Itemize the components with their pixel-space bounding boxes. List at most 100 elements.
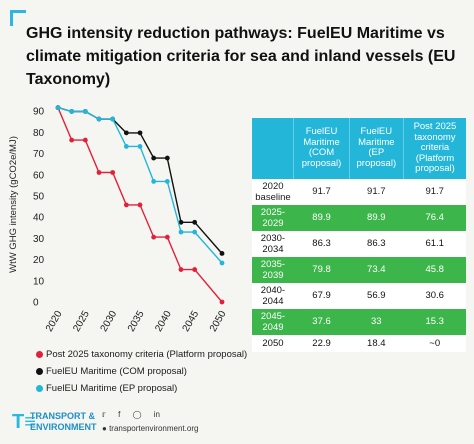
series-point-2 (55, 105, 61, 111)
legend-dot-blue (36, 385, 43, 392)
series-point-1 (178, 219, 184, 225)
series-line-1 (57, 106, 223, 254)
series-point-2 (110, 116, 116, 122)
legend-dot-red (36, 351, 43, 358)
series-point-2 (123, 144, 129, 149)
table-cell-ep: 56.9 (349, 282, 404, 309)
table-cell-period: 2035-2039 (252, 256, 294, 283)
table-header-period (252, 118, 294, 179)
table-row: 2050 22.9 18.4 ~0 (252, 334, 466, 352)
series-point-0 (164, 234, 170, 240)
table-cell-tax: 30.6 (403, 282, 466, 309)
twitter-icon[interactable]: 𝕣 (102, 410, 106, 419)
table-cell-ep: 33 (349, 308, 404, 335)
data-table: FuelEU Maritime (COM proposal) FuelEU Ma… (252, 118, 466, 352)
y-tick-label: 50 (33, 192, 45, 203)
y-tick-label: 30 (33, 234, 45, 245)
table-row: 2030-2034 86.3 86.3 61.1 (252, 230, 466, 257)
legend-dot-black (36, 368, 43, 375)
te-logo-icon: T≡ (12, 411, 36, 433)
website-text[interactable]: transportenvironment.org (109, 424, 199, 433)
y-tick-label: 90 (33, 107, 45, 118)
series-point-0 (82, 137, 88, 143)
x-tick-label: 2045 (181, 309, 202, 334)
table-cell-period: 2050 (252, 334, 294, 352)
x-tick-label: 2040 (153, 309, 174, 334)
table-header-com: FuelEU Maritime (COM proposal) (293, 118, 350, 179)
series-point-1 (164, 155, 170, 161)
table-cell-period: 2020 baseline (252, 178, 294, 205)
x-tick-label: 2050 (208, 309, 229, 334)
series-point-0 (69, 137, 75, 143)
corner-accent (10, 10, 26, 26)
table-cell-period: 2025-2029 (252, 204, 294, 231)
brand-line-2: ENVIRONMENT (30, 422, 97, 432)
series-point-0 (137, 202, 143, 208)
facebook-icon[interactable]: f (118, 410, 121, 419)
series-point-0 (151, 234, 157, 240)
linkedin-icon[interactable]: in (153, 410, 160, 419)
x-tick-label: 2035 (126, 309, 147, 334)
table-cell-com: 22.9 (293, 334, 350, 352)
table-cell-com: 91.7 (293, 178, 350, 205)
series-point-1 (192, 219, 198, 225)
series-point-2 (137, 144, 143, 149)
legend-label: FuelEU Maritime (COM proposal) (46, 366, 187, 377)
series-point-2 (151, 178, 157, 184)
legend-label: Post 2025 taxonomy criteria (Platform pr… (46, 349, 248, 360)
table-cell-period: 2030-2034 (252, 230, 294, 257)
y-axis-label: WtW GHG intensity (gCO2e/MJ) (8, 136, 19, 273)
brand-line-1: TRANSPORT & (30, 411, 95, 421)
series-point-0 (110, 170, 116, 175)
y-tick-label: 80 (33, 128, 45, 139)
series-point-2 (69, 109, 75, 114)
y-tick-label: 60 (33, 170, 45, 181)
y-tick-label: 40 (33, 213, 45, 224)
table-cell-ep: 91.7 (349, 178, 404, 205)
table-cell-tax: 15.3 (403, 308, 466, 335)
series-point-2 (82, 109, 88, 114)
series-point-2 (178, 229, 184, 235)
series-point-0 (96, 170, 102, 175)
series-point-1 (219, 251, 225, 256)
website-link[interactable]: ● transportenvironment.org (102, 424, 199, 433)
series-point-0 (123, 202, 129, 208)
instagram-icon[interactable]: ◯ (132, 410, 142, 419)
y-tick-label: 20 (33, 255, 45, 266)
social-icons: 𝕣 f ◯ in (102, 410, 170, 419)
table-cell-tax: ~0 (403, 334, 466, 352)
y-tick-label: 70 (33, 149, 45, 160)
series-point-0 (192, 267, 198, 272)
series-point-1 (137, 130, 143, 136)
y-tick-label: 10 (33, 276, 45, 287)
table-cell-com: 86.3 (293, 230, 350, 257)
table-cell-com: 67.9 (293, 282, 350, 309)
brand-name: TRANSPORT & ENVIRONMENT (30, 411, 97, 433)
table-header-ep: FuelEU Maritime (EP proposal) (348, 118, 404, 179)
x-tick-label: 2020 (44, 309, 65, 334)
x-tick-label: 2025 (71, 309, 92, 334)
y-tick-label: 0 (33, 298, 39, 309)
table-cell-com: 37.6 (293, 308, 350, 335)
series-point-2 (192, 229, 198, 235)
series-point-2 (164, 178, 170, 184)
series-point-1 (123, 130, 129, 136)
table-cell-tax: 91.7 (403, 178, 466, 205)
x-tick-label: 2030 (99, 309, 120, 334)
table-row: 2025-2029 89.9 89.9 76.4 (252, 204, 466, 231)
table-cell-ep: 89.9 (349, 204, 404, 231)
table-cell-period: 2045-2049 (252, 308, 294, 335)
chart-title: GHG intensity reduction pathways: FuelEU… (26, 25, 456, 88)
table-cell-ep: 73.4 (349, 256, 404, 283)
series-point-1 (151, 155, 157, 161)
table-row: 2045-2049 37.6 33 15.3 (252, 308, 466, 335)
table-cell-com: 89.9 (293, 204, 350, 231)
legend-label: FuelEU Maritime (EP proposal) (46, 383, 178, 394)
series-point-2 (96, 116, 102, 122)
series-point-0 (219, 299, 225, 305)
table-row: 2040-2044 67.9 56.9 30.6 (252, 282, 466, 309)
table-cell-tax: 45.8 (403, 256, 466, 283)
table-cell-tax: 61.1 (403, 230, 466, 257)
table-cell-period: 2040-2044 (252, 282, 294, 309)
